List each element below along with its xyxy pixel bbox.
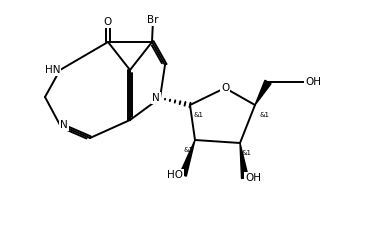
- Text: HN: HN: [45, 65, 60, 75]
- Text: &1: &1: [194, 112, 204, 118]
- Text: O: O: [221, 83, 229, 93]
- Text: N: N: [152, 93, 160, 103]
- Polygon shape: [180, 140, 195, 176]
- Text: Br: Br: [147, 15, 159, 25]
- Polygon shape: [255, 80, 271, 105]
- Text: O: O: [104, 17, 112, 27]
- Text: HO: HO: [167, 170, 183, 180]
- Text: &1: &1: [183, 147, 193, 153]
- Text: &1: &1: [242, 150, 252, 156]
- Text: N: N: [60, 120, 68, 130]
- Text: &1: &1: [259, 112, 269, 118]
- Polygon shape: [240, 143, 249, 179]
- Text: OH: OH: [305, 77, 321, 87]
- Text: OH: OH: [245, 173, 261, 183]
